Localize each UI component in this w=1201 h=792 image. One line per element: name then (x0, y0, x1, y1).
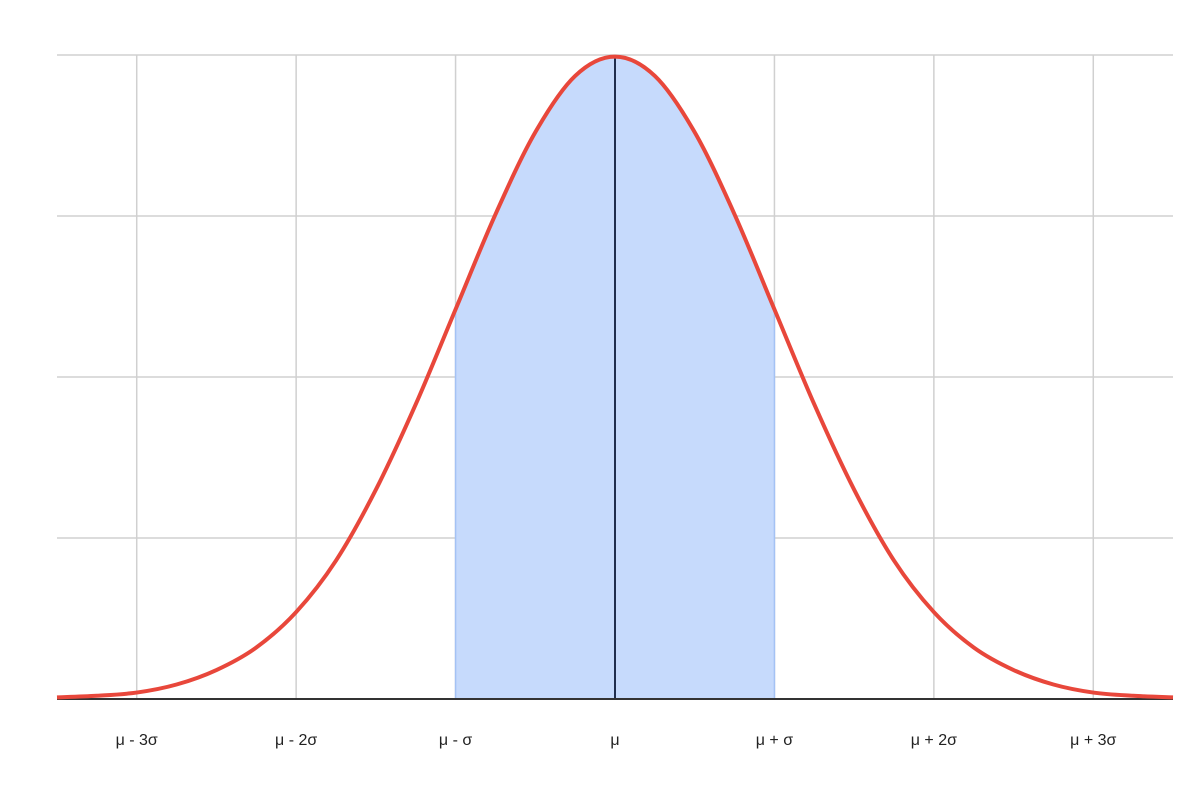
x-tick-label: μ - 3σ (116, 732, 158, 749)
x-tick-label: μ - 2σ (275, 732, 317, 749)
x-tick-label: μ (610, 732, 619, 749)
x-tick-label: μ - σ (439, 732, 472, 749)
x-tick-label: μ + σ (756, 732, 793, 749)
x-tick-label: μ + 3σ (1070, 732, 1116, 749)
x-tick-label: μ + 2σ (911, 732, 957, 749)
curve (56, 54, 1174, 700)
